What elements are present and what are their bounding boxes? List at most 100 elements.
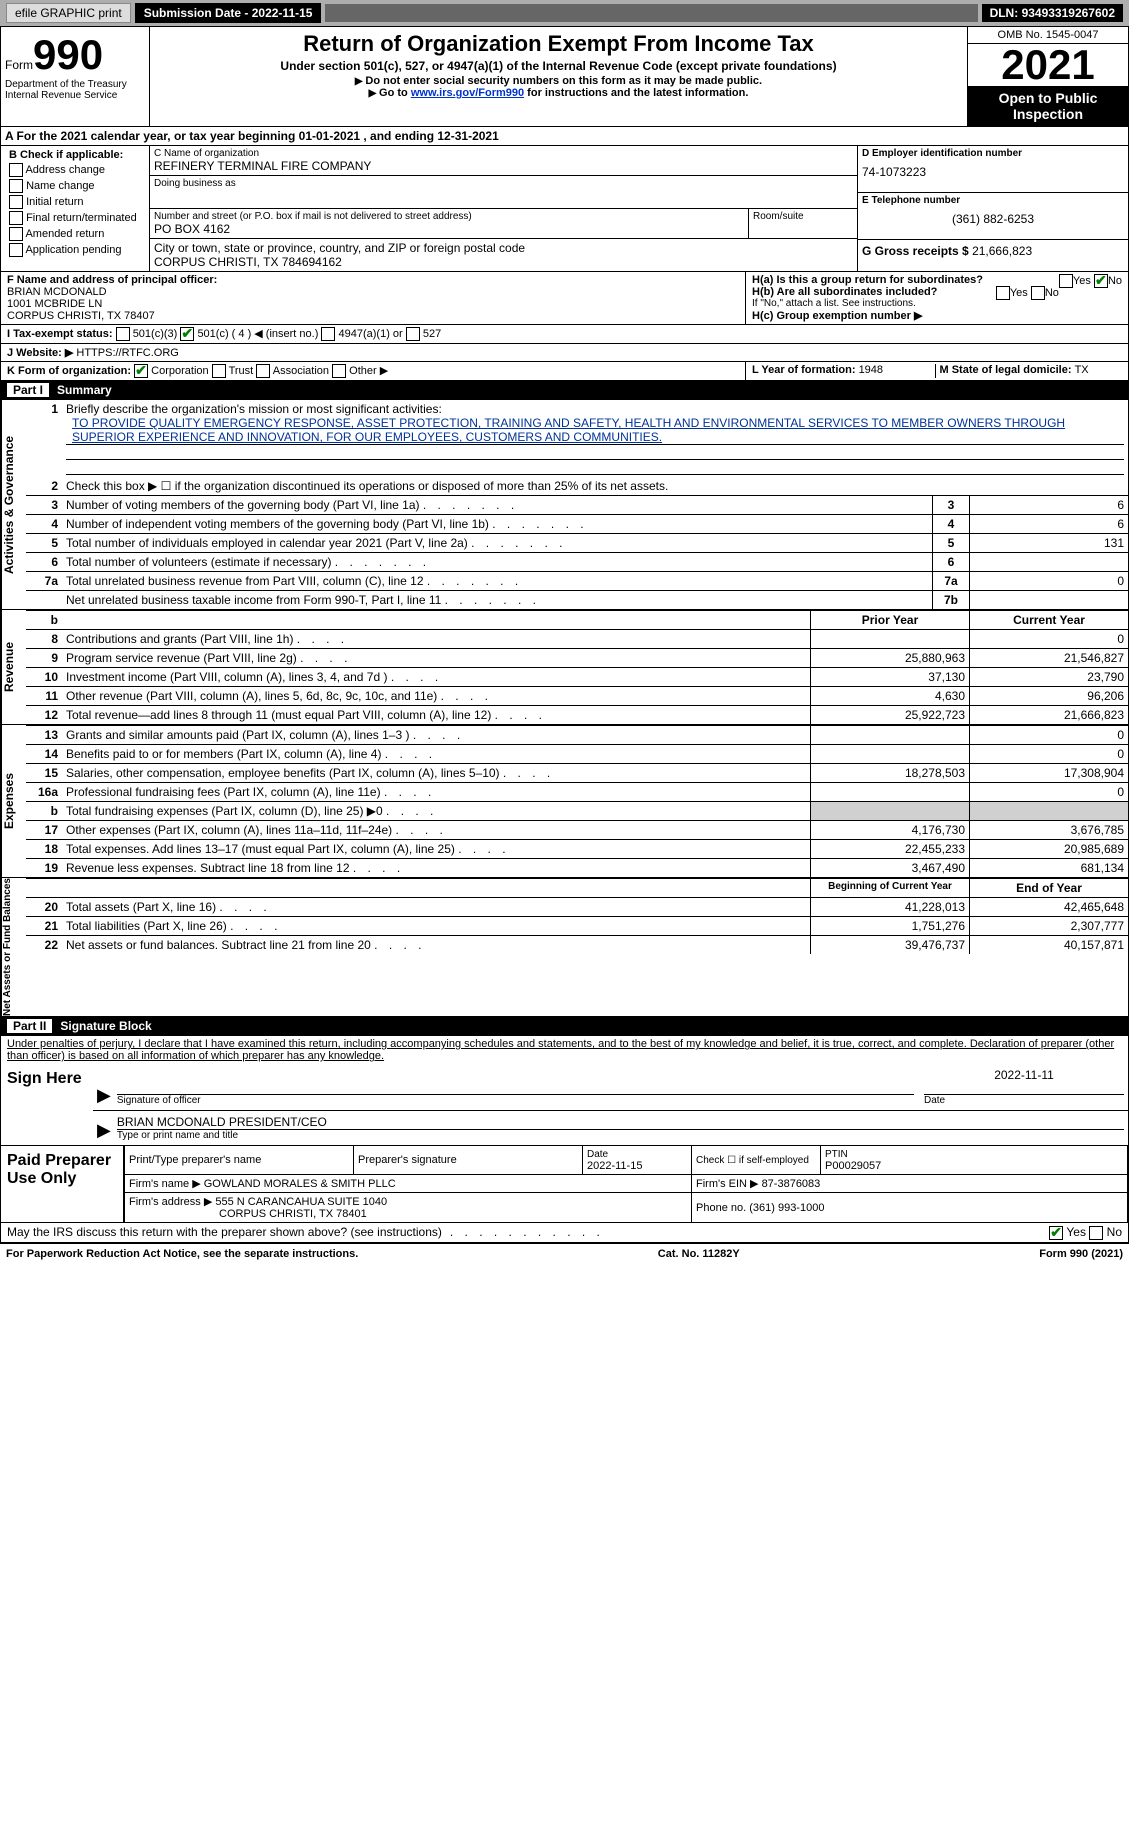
line-box: 7b	[933, 591, 970, 610]
officer-name: BRIAN MCDONALD	[7, 286, 739, 298]
discuss-no-checkbox[interactable]	[1089, 1226, 1103, 1240]
501c3-checkbox[interactable]	[116, 327, 130, 341]
link-note: Go to www.irs.gov/Form990 for instructio…	[158, 87, 959, 99]
firm-phone: (361) 993-1000	[749, 1202, 824, 1214]
prior-year-value: 37,130	[811, 668, 970, 687]
form-header-center: Return of Organization Exempt From Incom…	[150, 27, 967, 126]
preparer-name-header: Print/Type preparer's name	[125, 1146, 354, 1175]
current-year-value: 0	[970, 783, 1129, 802]
4947-checkbox[interactable]	[321, 327, 335, 341]
hc-group-exemption: H(c) Group exemption number ▶	[752, 309, 1122, 322]
entity-block: B Check if applicable: Address change Na…	[0, 146, 1129, 272]
mission-statement: TO PROVIDE QUALITY EMERGENCY RESPONSE, A…	[66, 416, 1124, 444]
line-num: 3	[26, 496, 62, 515]
j-row: J Website: ▶ HTTPS://RTFC.ORG	[0, 344, 1129, 362]
form-header-right: OMB No. 1545-0047 2021 Open to Public In…	[967, 27, 1128, 126]
sign-here-label: Sign Here	[1, 1064, 93, 1145]
line-text: Grants and similar amounts paid (Part IX…	[62, 726, 811, 745]
fh-row: F Name and address of principal officer:…	[0, 272, 1129, 325]
line-num: 12	[26, 706, 62, 725]
state-domicile: TX	[1075, 364, 1089, 376]
cat-number: Cat. No. 11282Y	[658, 1248, 740, 1260]
ha-yes-checkbox[interactable]	[1059, 274, 1073, 288]
initial-return-checkbox[interactable]	[9, 195, 23, 209]
line-num: 18	[26, 840, 62, 859]
name-change-checkbox[interactable]	[9, 179, 23, 193]
app-pending-checkbox[interactable]	[9, 243, 23, 257]
527-checkbox[interactable]	[406, 327, 420, 341]
firm-addr1: 555 N CARANCAHUA SUITE 1040	[215, 1196, 387, 1208]
ha-no-checkbox[interactable]	[1094, 274, 1108, 288]
hb-yes-checkbox[interactable]	[996, 286, 1010, 300]
prior-year-value	[811, 726, 970, 745]
block-f: F Name and address of principal officer:…	[1, 272, 745, 324]
prior-year-value: 25,880,963	[811, 649, 970, 668]
block-h: H(a) Is this a group return for subordin…	[745, 272, 1128, 324]
side-revenue: Revenue	[1, 610, 26, 724]
current-year-value: 17,308,904	[970, 764, 1129, 783]
preparer-sig-header: Preparer's signature	[354, 1146, 583, 1175]
sign-here-block: Sign Here ▶ Signature of officer 2022-11…	[0, 1064, 1129, 1146]
block-b: B Check if applicable: Address change Na…	[1, 146, 150, 271]
city-state-zip: CORPUS CHRISTI, TX 784694162	[154, 255, 853, 269]
final-return-checkbox[interactable]	[9, 211, 23, 225]
prior-year-value: 41,228,013	[811, 898, 970, 917]
current-year-value: 23,790	[970, 668, 1129, 687]
irs-form990-link[interactable]: www.irs.gov/Form990	[411, 87, 524, 99]
discuss-yes-checkbox[interactable]	[1049, 1226, 1063, 1240]
ssn-note: Do not enter social security numbers on …	[158, 75, 959, 87]
form-header: Form990 Department of the Treasury Inter…	[0, 27, 1129, 127]
paid-preparer-block: Paid Preparer Use Only Print/Type prepar…	[0, 1146, 1129, 1223]
line-num: 10	[26, 668, 62, 687]
amended-return-checkbox[interactable]	[9, 227, 23, 241]
self-employed-check: Check ☐ if self-employed	[692, 1146, 821, 1175]
hb-no-checkbox[interactable]	[1031, 286, 1045, 300]
line-text: Salaries, other compensation, employee b…	[62, 764, 811, 783]
firm-name: GOWLAND MORALES & SMITH PLLC	[204, 1178, 396, 1190]
form-number: 990	[33, 31, 103, 78]
501c-checkbox[interactable]	[180, 327, 194, 341]
prior-year-value: 3,467,490	[811, 859, 970, 878]
calendar-year-line: A For the 2021 calendar year, or tax yea…	[0, 127, 1129, 146]
line-num: 22	[26, 936, 62, 955]
trust-checkbox[interactable]	[212, 364, 226, 378]
prior-year-header: Prior Year	[811, 611, 970, 630]
paperwork-notice: For Paperwork Reduction Act Notice, see …	[6, 1248, 358, 1260]
ptin: P00029057	[825, 1160, 881, 1172]
assoc-checkbox[interactable]	[256, 364, 270, 378]
line-text: Contributions and grants (Part VIII, lin…	[62, 630, 811, 649]
line-value	[970, 553, 1129, 572]
current-year-value	[970, 802, 1129, 821]
officer-addr2: CORPUS CHRISTI, TX 78407	[7, 310, 739, 322]
firm-addr2: CORPUS CHRISTI, TX 78401	[129, 1208, 367, 1220]
line-text: Net unrelated business taxable income fr…	[62, 591, 933, 610]
line-text: Number of independent voting members of …	[62, 515, 933, 534]
line-box: 3	[933, 496, 970, 515]
prior-year-value	[811, 783, 970, 802]
phone: (361) 882-6253	[862, 206, 1124, 226]
current-year-value: 2,307,777	[970, 917, 1129, 936]
current-year-value: 20,985,689	[970, 840, 1129, 859]
addr-change-checkbox[interactable]	[9, 163, 23, 177]
other-checkbox[interactable]	[332, 364, 346, 378]
part-i-header: Part I Summary	[0, 381, 1129, 400]
firm-ein: 87-3876083	[762, 1178, 821, 1190]
corp-checkbox[interactable]	[134, 364, 148, 378]
line-num: 21	[26, 917, 62, 936]
year-formation: 1948	[859, 364, 883, 376]
line-text: Total number of individuals employed in …	[62, 534, 933, 553]
paid-preparer-label: Paid Preparer Use Only	[1, 1146, 124, 1222]
line-text: Net assets or fund balances. Subtract li…	[62, 936, 811, 955]
line-text: Revenue less expenses. Subtract line 18 …	[62, 859, 811, 878]
line-num: 13	[26, 726, 62, 745]
line-num: 5	[26, 534, 62, 553]
line-num: 6	[26, 553, 62, 572]
current-year-value: 96,206	[970, 687, 1129, 706]
block-d: D Employer identification number 74-1073…	[858, 146, 1128, 271]
officer-name-title: BRIAN MCDONALD PRESIDENT/CEO	[117, 1115, 1124, 1130]
line-num: 4	[26, 515, 62, 534]
side-net-assets: Net Assets or Fund Balances	[1, 878, 26, 1016]
side-expenses: Expenses	[1, 725, 26, 877]
prior-year-value: 22,455,233	[811, 840, 970, 859]
line-value	[970, 591, 1129, 610]
